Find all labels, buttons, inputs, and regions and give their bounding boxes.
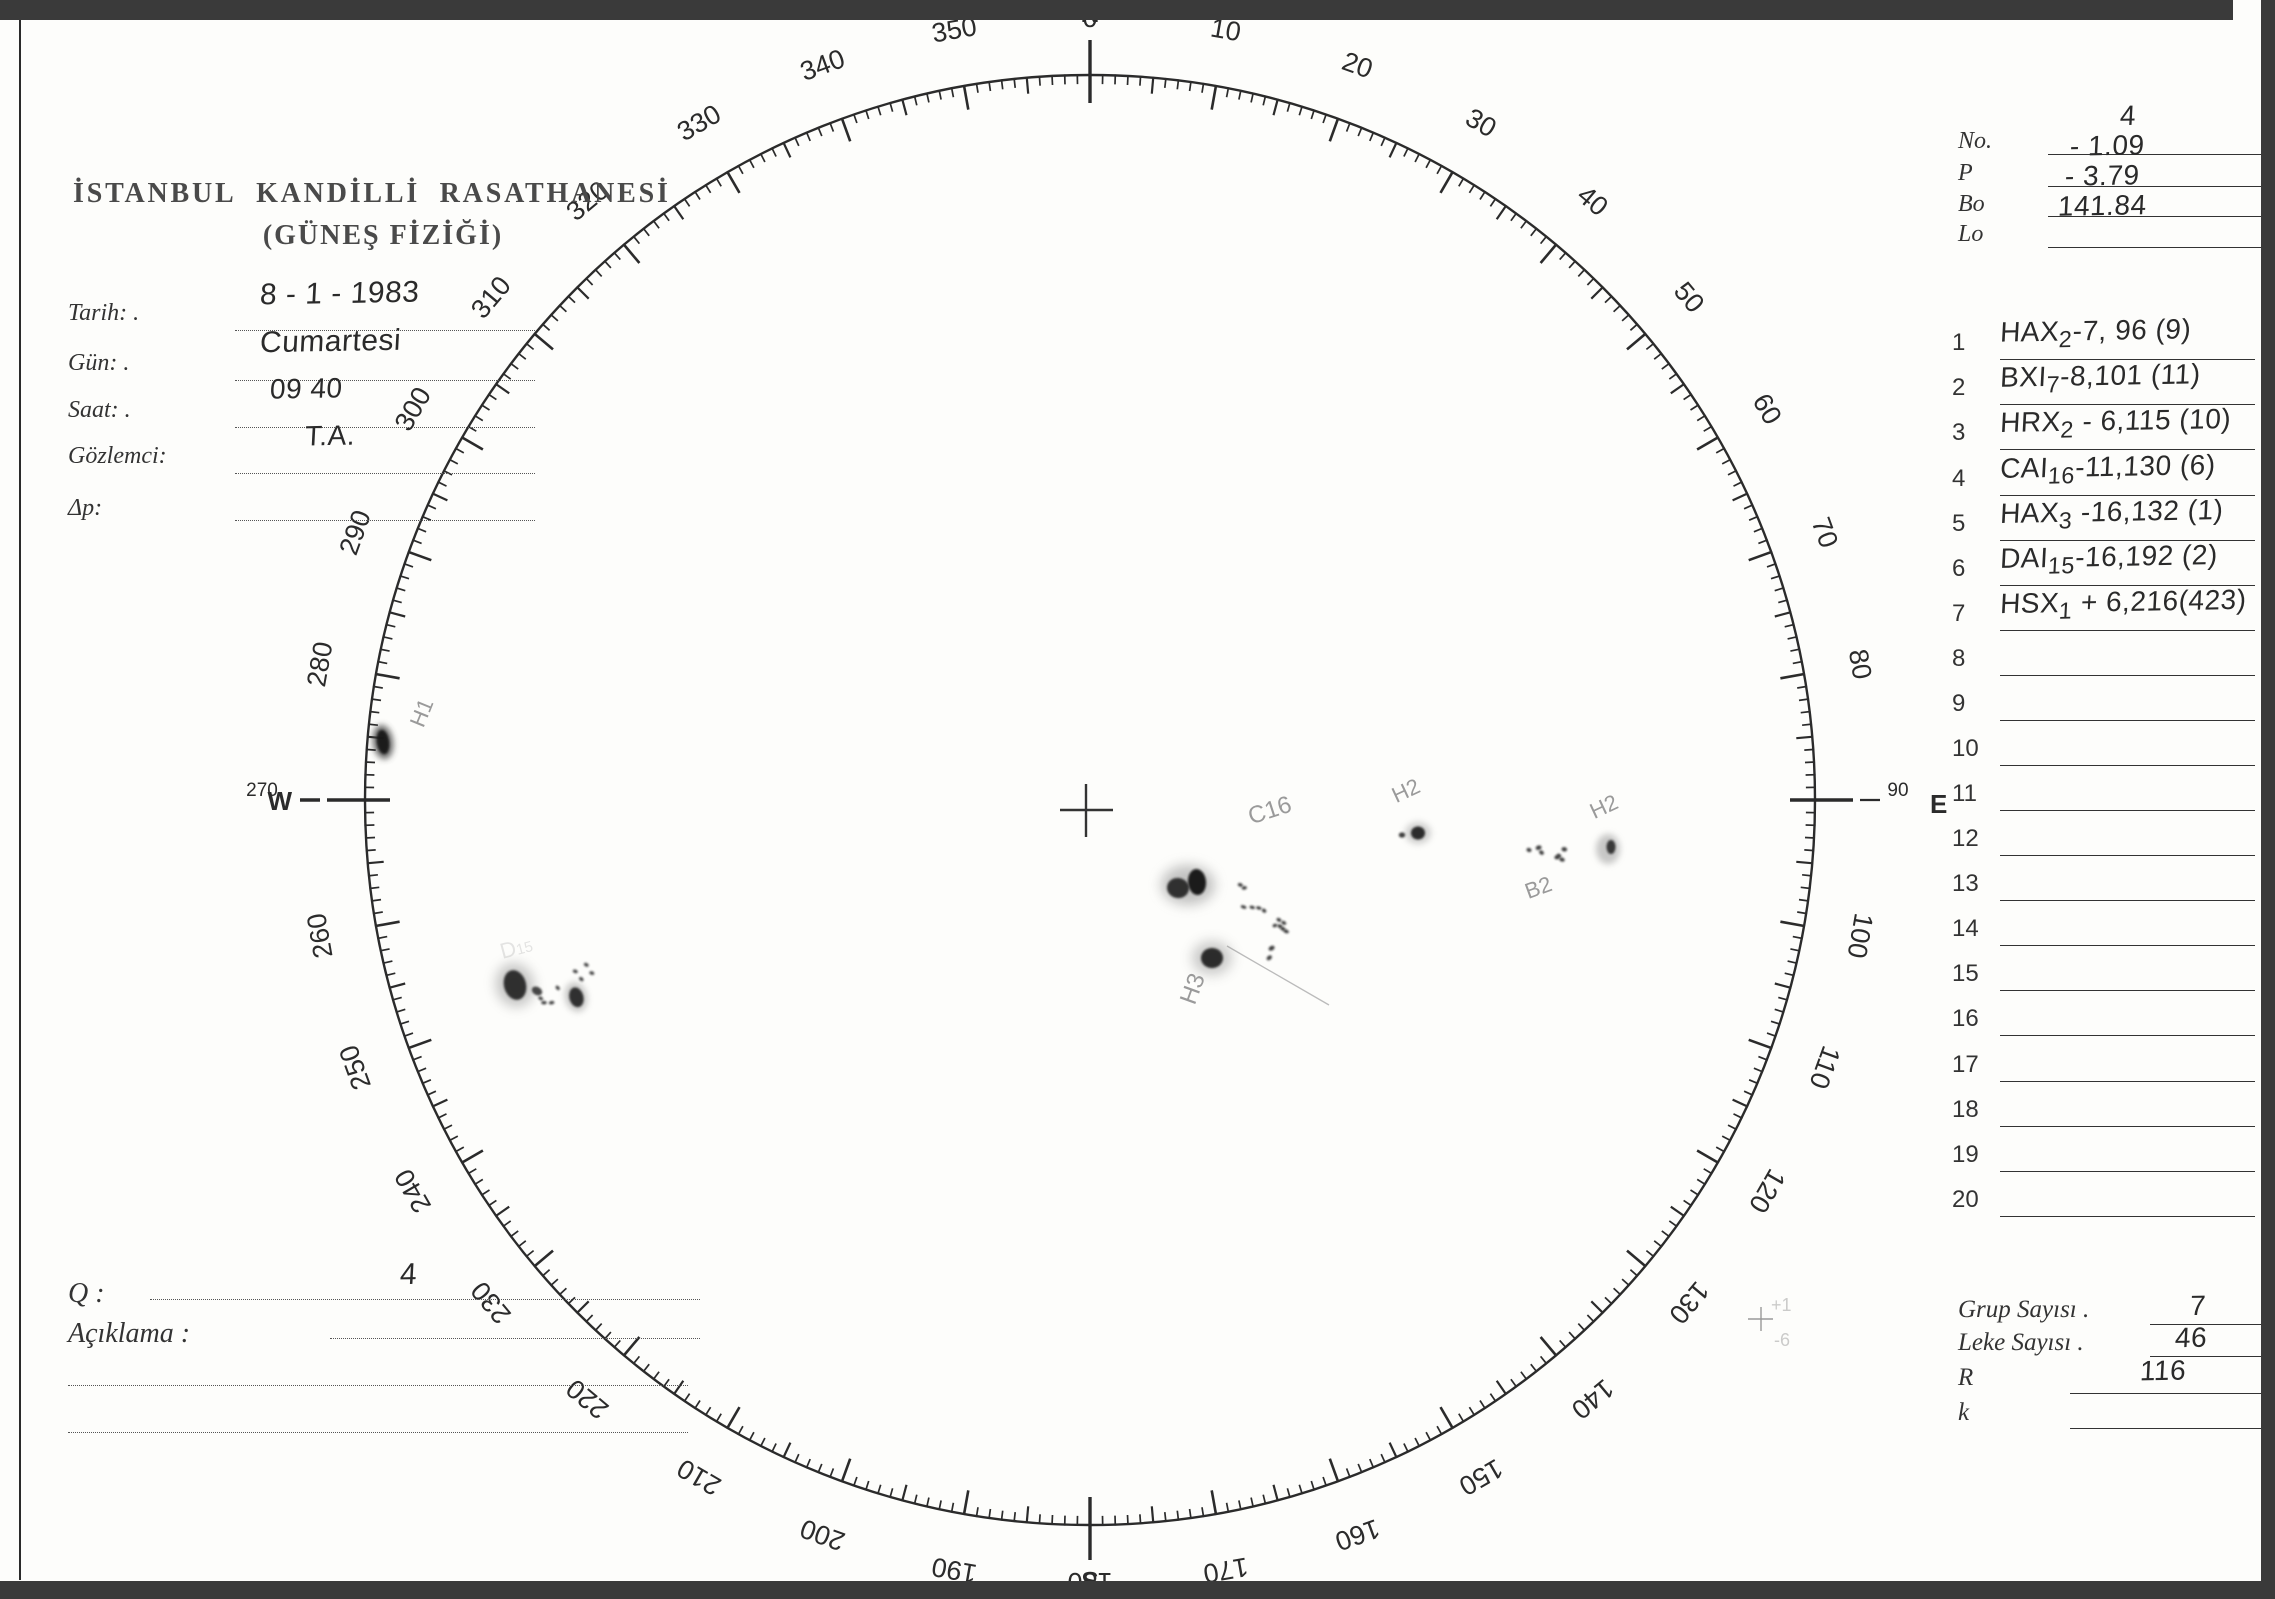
- svg-text:120: 120: [1743, 1164, 1792, 1218]
- svg-text:280: 280: [301, 639, 338, 689]
- svg-text:130: 130: [1663, 1276, 1715, 1330]
- svg-text:240: 240: [389, 1164, 438, 1218]
- svg-text:230: 230: [465, 1276, 517, 1330]
- svg-text:110: 110: [1803, 1042, 1846, 1093]
- svg-text:100: 100: [1841, 911, 1878, 961]
- svg-text:250: 250: [333, 1041, 377, 1094]
- svg-text:200: 200: [796, 1513, 849, 1557]
- svg-text:50: 50: [1668, 276, 1710, 318]
- svg-text:210: 210: [672, 1453, 726, 1502]
- svg-text:40: 40: [1572, 180, 1614, 222]
- svg-text:60: 60: [1747, 388, 1788, 429]
- svg-text:70: 70: [1806, 513, 1844, 551]
- svg-text:260: 260: [301, 911, 338, 961]
- svg-text:80: 80: [1843, 647, 1878, 682]
- svg-text:290: 290: [333, 506, 377, 559]
- svg-text:340: 340: [796, 43, 849, 87]
- svg-text:160: 160: [1331, 1513, 1384, 1557]
- svg-text:310: 310: [465, 270, 517, 324]
- svg-text:150: 150: [1454, 1453, 1508, 1502]
- svg-text:E: E: [1930, 789, 1947, 819]
- svg-text:20: 20: [1338, 46, 1376, 84]
- svg-text:140: 140: [1566, 1373, 1620, 1425]
- svg-text:220: 220: [560, 1373, 614, 1425]
- svg-text:270: 270: [246, 780, 278, 801]
- svg-text:30: 30: [1460, 102, 1501, 143]
- svg-text:90: 90: [1887, 780, 1908, 801]
- svg-text:330: 330: [672, 99, 726, 148]
